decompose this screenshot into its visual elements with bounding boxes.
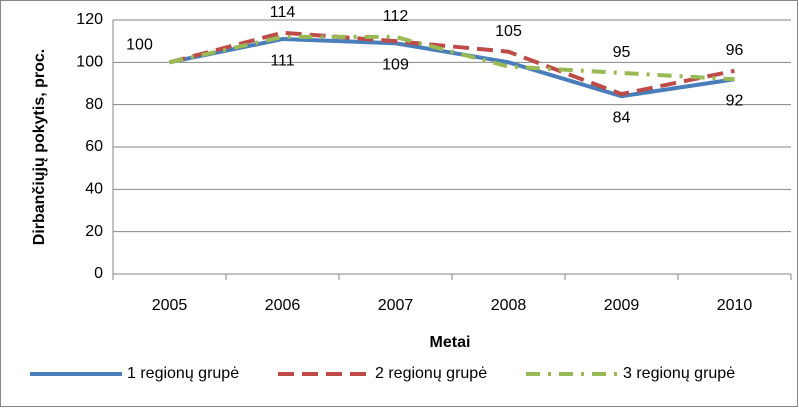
- x-tick-label: 2010: [717, 297, 753, 314]
- data-label: 100: [126, 37, 153, 54]
- legend-label: 2 regionų grupė: [375, 365, 487, 382]
- y-tick-label: 40: [85, 181, 103, 198]
- x-tick-label: 2007: [378, 297, 414, 314]
- y-axis-label: Dirbančiųjų pokytis, proc.: [31, 49, 48, 245]
- data-label: 84: [613, 109, 631, 126]
- data-label: 96: [726, 42, 744, 59]
- data-label: 111: [270, 52, 294, 69]
- legend-label: 1 regionų grupė: [127, 365, 239, 382]
- y-tick-label: 0: [94, 265, 103, 282]
- data-label: 105: [495, 23, 522, 40]
- data-label: 95: [613, 44, 631, 61]
- data-label: 112: [383, 8, 409, 25]
- series-line: [169, 34, 735, 82]
- y-tick-label: 120: [76, 11, 103, 28]
- y-tick-label: 20: [85, 223, 103, 240]
- y-tick-label: 60: [85, 138, 103, 155]
- data-label: 114: [270, 4, 296, 21]
- series-line: [168, 30, 735, 97]
- legend-label: 3 regionų grupė: [623, 365, 735, 382]
- x-tick-label: 2006: [265, 297, 301, 314]
- x-tick-label: 2009: [604, 297, 640, 314]
- x-tick-label: 2008: [491, 297, 527, 314]
- y-tick-label: 80: [85, 96, 103, 113]
- data-label: 92: [726, 92, 744, 109]
- x-axis-label: Metai: [430, 334, 471, 351]
- y-tick-label: 100: [76, 54, 103, 71]
- x-tick-label: 2005: [152, 297, 188, 314]
- data-label: 109: [382, 57, 409, 74]
